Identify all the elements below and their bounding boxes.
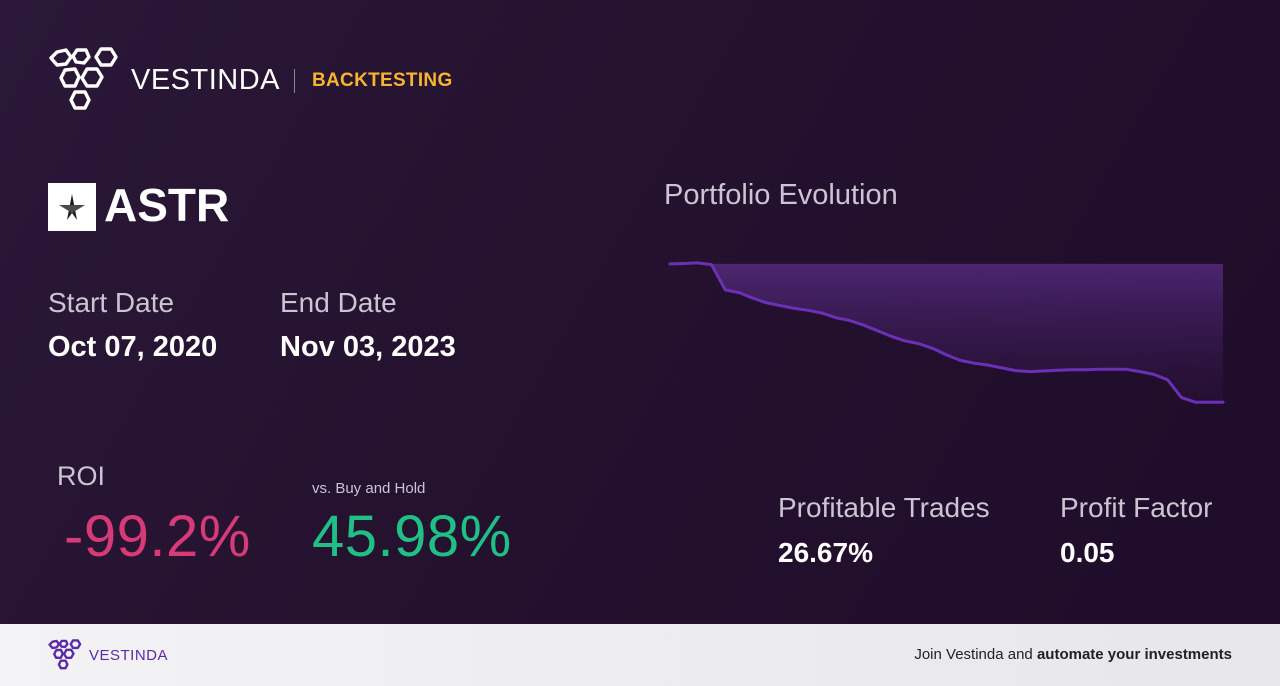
- profit-factor-label: Profit Factor: [1060, 492, 1213, 523]
- vs-hold-label: vs. Buy and Hold: [312, 480, 426, 497]
- section-label: BACKTESTING: [312, 70, 453, 91]
- brand-divider: [294, 69, 295, 93]
- portfolio-chart: [668, 261, 1225, 404]
- backtest-card: VESTINDA BACKTESTING ASTR Start Date Oct…: [0, 0, 1280, 624]
- profitable-trades-value: 26.67%: [778, 537, 873, 568]
- roi-label: ROI: [57, 461, 106, 491]
- end-date-label: End Date: [280, 287, 397, 318]
- chart-title: Portfolio Evolution: [664, 179, 898, 211]
- vestinda-logo-icon: [48, 639, 82, 670]
- footer-brand-name: VESTINDA: [89, 647, 169, 664]
- brand-name: VESTINDA: [131, 64, 281, 96]
- chart-series-line: [668, 261, 1225, 404]
- footer-cta-bold: automate your investments: [1036, 646, 1232, 663]
- vestinda-logo-icon: [49, 47, 118, 110]
- star-icon: [59, 194, 85, 220]
- end-date-value: Nov 03, 2023: [280, 331, 456, 363]
- start-date-label: Start Date: [48, 287, 175, 318]
- brand-header: VESTINDA BACKTESTING: [48, 46, 452, 114]
- vs-hold-value: 45.98%: [312, 504, 512, 569]
- chart-area: [670, 263, 1223, 403]
- footer: VESTINDA Join Vestinda and automate your…: [0, 624, 1280, 686]
- roi-value: -99.2%: [64, 504, 251, 569]
- start-date-value: Oct 07, 2020: [48, 331, 218, 363]
- profit-factor-value: 0.05: [1060, 537, 1115, 568]
- footer-brand[interactable]: VESTINDA: [48, 639, 168, 671]
- footer-cta-plain: Join Vestinda and: [914, 646, 1037, 663]
- asset-ticker: ASTR: [104, 179, 230, 231]
- asset-icon: [48, 183, 96, 231]
- profitable-trades-label: Profitable Trades: [778, 492, 990, 523]
- footer-cta[interactable]: Join Vestinda and automate your investme…: [914, 646, 1232, 663]
